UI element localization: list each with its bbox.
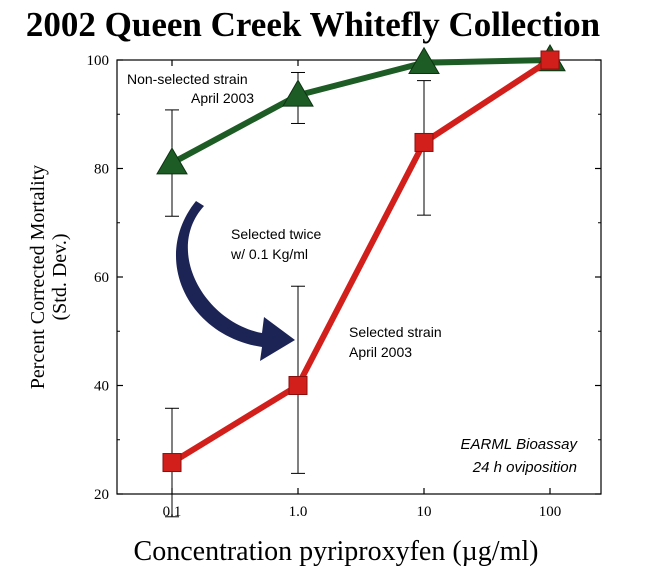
x-axis-label: Concentration pyriproxyfen (µg/ml): [134, 536, 539, 567]
y-tick-label: 100: [87, 53, 110, 69]
arrow-label-line1: Selected twice: [231, 226, 321, 242]
chart-title: 2002 Queen Creek Whitefly Collection: [26, 5, 600, 44]
bioassay-note-line1: EARML Bioassay: [461, 436, 579, 453]
x-tick-label: 10: [417, 504, 432, 520]
y-tick-label: 60: [94, 270, 109, 286]
series-line: [170, 57, 551, 166]
arrow-label-line2: w/ 0.1 Kg/ml: [230, 246, 308, 262]
y-axis-ticks: 20 40 60 80 100: [87, 53, 601, 503]
series-selected: [162, 50, 560, 518]
y-tick-label: 40: [94, 379, 109, 395]
y-axis-label-line2: (Std. Dev.): [49, 233, 71, 320]
y-tick-label: 80: [94, 162, 109, 178]
x-tick-label: 1.0: [289, 504, 308, 520]
series-layer: [156, 44, 566, 518]
x-tick-label: 100: [539, 504, 562, 520]
bioassay-note-line2: 24 h oviposition: [472, 459, 577, 476]
data-point-square: [162, 453, 182, 473]
selection-arrow: [175, 201, 295, 361]
series-line: [170, 57, 552, 466]
data-point-square: [540, 50, 560, 70]
data-point-square: [414, 132, 434, 152]
data-point-triangle: [156, 147, 188, 175]
series-label-selected-line2: April 2003: [349, 344, 412, 360]
series-label-selected-line1: Selected strain: [349, 324, 442, 340]
series-label-nonselected-line1: Non-selected strain: [127, 71, 248, 87]
data-point-triangle: [282, 79, 314, 107]
series-label-nonselected-line2: April 2003: [191, 90, 254, 106]
x-axis-ticks: 0.1 1.0 10 100: [163, 60, 562, 520]
data-point-square: [288, 376, 308, 395]
data-point-triangle: [408, 46, 440, 75]
y-axis-label-line1: Percent Corrected Mortality: [27, 165, 49, 389]
y-tick-label: 20: [94, 487, 109, 503]
